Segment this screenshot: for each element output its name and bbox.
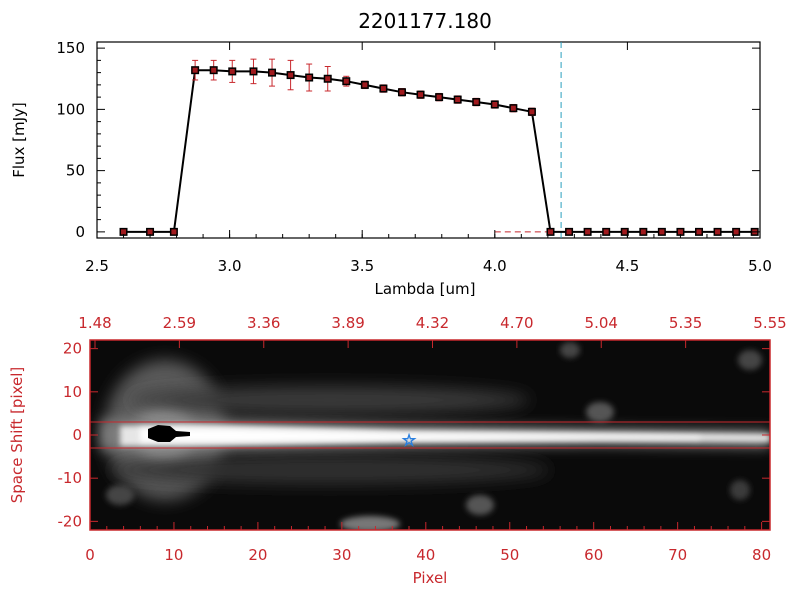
noise-blob: [738, 350, 762, 370]
space-shift-tick-label: 0: [72, 426, 82, 444]
wavelength-tick-label: 5.55: [753, 314, 786, 332]
wavelength-tick-label: 4.32: [416, 314, 449, 332]
data-point-fill: [171, 229, 177, 235]
pixel-tick-label: 40: [416, 546, 435, 564]
space-shift-axis-label: Space Shift [pixel]: [8, 367, 26, 504]
trace-peak: [140, 428, 700, 442]
data-point-fill: [306, 75, 312, 81]
data-point-fill: [121, 229, 127, 235]
noise-blob: [106, 485, 134, 505]
data-point-fill: [288, 72, 294, 78]
data-point-fill: [418, 92, 424, 98]
data-point-fill: [566, 229, 572, 235]
noise-blob: [586, 402, 614, 422]
spectrum-image-panel: ☆ 0 10 20 30 40 50 60 70 80 20 10 0 -10 -20 1.48 2.59…: [8, 314, 787, 587]
pixel-tick-label: 30: [332, 546, 351, 564]
data-point-fill: [603, 229, 609, 235]
spectrum-series: [119, 58, 759, 236]
data-point-fill: [640, 229, 646, 235]
pixel-axis-ticks: 0 10 20 30 40 50 60 70 80: [85, 522, 771, 564]
noise-blob: [466, 495, 494, 515]
data-point-fill: [325, 76, 331, 82]
data-point-fill: [473, 99, 479, 105]
data-point-fill: [211, 67, 217, 73]
x-axis-ticks: 2.5 3.0 3.5 4.0 4.5 5.0: [85, 42, 772, 275]
pixel-tick-label: 0: [85, 546, 95, 564]
noise-blob: [340, 516, 400, 530]
pixel-tick-label: 20: [248, 546, 267, 564]
y-axis-label: Flux [mJy]: [10, 102, 28, 178]
wavelength-tick-label: 4.70: [500, 314, 533, 332]
y-tick-label: 100: [56, 100, 85, 118]
data-point-fill: [585, 229, 591, 235]
data-point-fill: [192, 67, 198, 73]
data-point-fill: [733, 229, 739, 235]
x-tick-label: 3.5: [350, 257, 374, 275]
wavelength-top-ticks: 1.48 2.59 3.36 3.89 4.32 4.70 5.04 5.35 5.55: [78, 314, 787, 348]
data-point-fill: [492, 101, 498, 107]
data-point-fill: [229, 68, 235, 74]
y-tick-label: 0: [75, 223, 85, 241]
data-point-fill: [677, 229, 683, 235]
data-point-fill: [715, 229, 721, 235]
chart-title: 2201177.180: [358, 9, 492, 33]
pixel-tick-label: 60: [584, 546, 603, 564]
spectrum-line: [123, 69, 755, 233]
saturated-spot: [148, 425, 190, 442]
y-axis-ticks: 0 50 100 150: [56, 39, 760, 241]
star-marker: ☆: [402, 430, 416, 449]
data-point-fill: [147, 229, 153, 235]
pixel-tick-label: 50: [500, 546, 519, 564]
x-tick-label: 2.5: [85, 257, 109, 275]
x-tick-label: 5.0: [748, 257, 772, 275]
image-content: [100, 342, 770, 530]
wavelength-tick-label: 3.89: [331, 314, 364, 332]
data-point-fill: [250, 68, 256, 74]
data-point-fill: [696, 229, 702, 235]
data-point-fill: [343, 78, 349, 84]
data-point-fill: [510, 105, 516, 111]
wavelength-tick-label: 5.35: [669, 314, 702, 332]
x-axis-label: Lambda [um]: [375, 280, 476, 298]
x-tick-label: 4.5: [615, 257, 639, 275]
noise-blob: [560, 342, 580, 358]
pixel-tick-label: 70: [668, 546, 687, 564]
space-shift-tick-label: -10: [58, 469, 83, 487]
wavelength-tick-label: 2.59: [163, 314, 196, 332]
wavelength-tick-label: 5.04: [585, 314, 618, 332]
space-shift-tick-label: -20: [58, 512, 83, 530]
data-point-fill: [659, 229, 665, 235]
wavelength-tick-label: 1.48: [78, 314, 111, 332]
x-tick-label: 3.0: [218, 257, 242, 275]
data-point-fill: [529, 109, 535, 115]
space-shift-axis-ticks: 20 10 0 -10 -20: [58, 340, 770, 530]
y-tick-label: 50: [66, 162, 85, 180]
pixel-tick-label: 80: [752, 546, 771, 564]
pixel-tick-label: 10: [164, 546, 183, 564]
pixel-axis-label: Pixel: [413, 569, 448, 587]
space-shift-tick-label: 20: [63, 340, 82, 358]
data-point-fill: [436, 94, 442, 100]
data-point-fill: [380, 86, 386, 92]
halo-band-lower: [110, 456, 550, 484]
y-tick-label: 150: [56, 39, 85, 57]
data-point-fill: [362, 82, 368, 88]
data-point-fill: [399, 89, 405, 95]
wavelength-tick-label: 3.36: [247, 314, 280, 332]
spectrum-frame: [96, 41, 761, 239]
spectrum-panel: 2.5 3.0 3.5 4.0 4.5 5.0 0 50 100 150 Lambda [um]…: [10, 39, 772, 298]
data-point-fill: [455, 97, 461, 103]
data-point-fill: [269, 70, 275, 76]
noise-blob: [730, 480, 750, 500]
space-shift-tick-label: 10: [63, 383, 82, 401]
x-tick-label: 4.0: [483, 257, 507, 275]
halo-band-upper: [130, 386, 530, 414]
data-point-fill: [547, 229, 553, 235]
data-point-fill: [622, 229, 628, 235]
